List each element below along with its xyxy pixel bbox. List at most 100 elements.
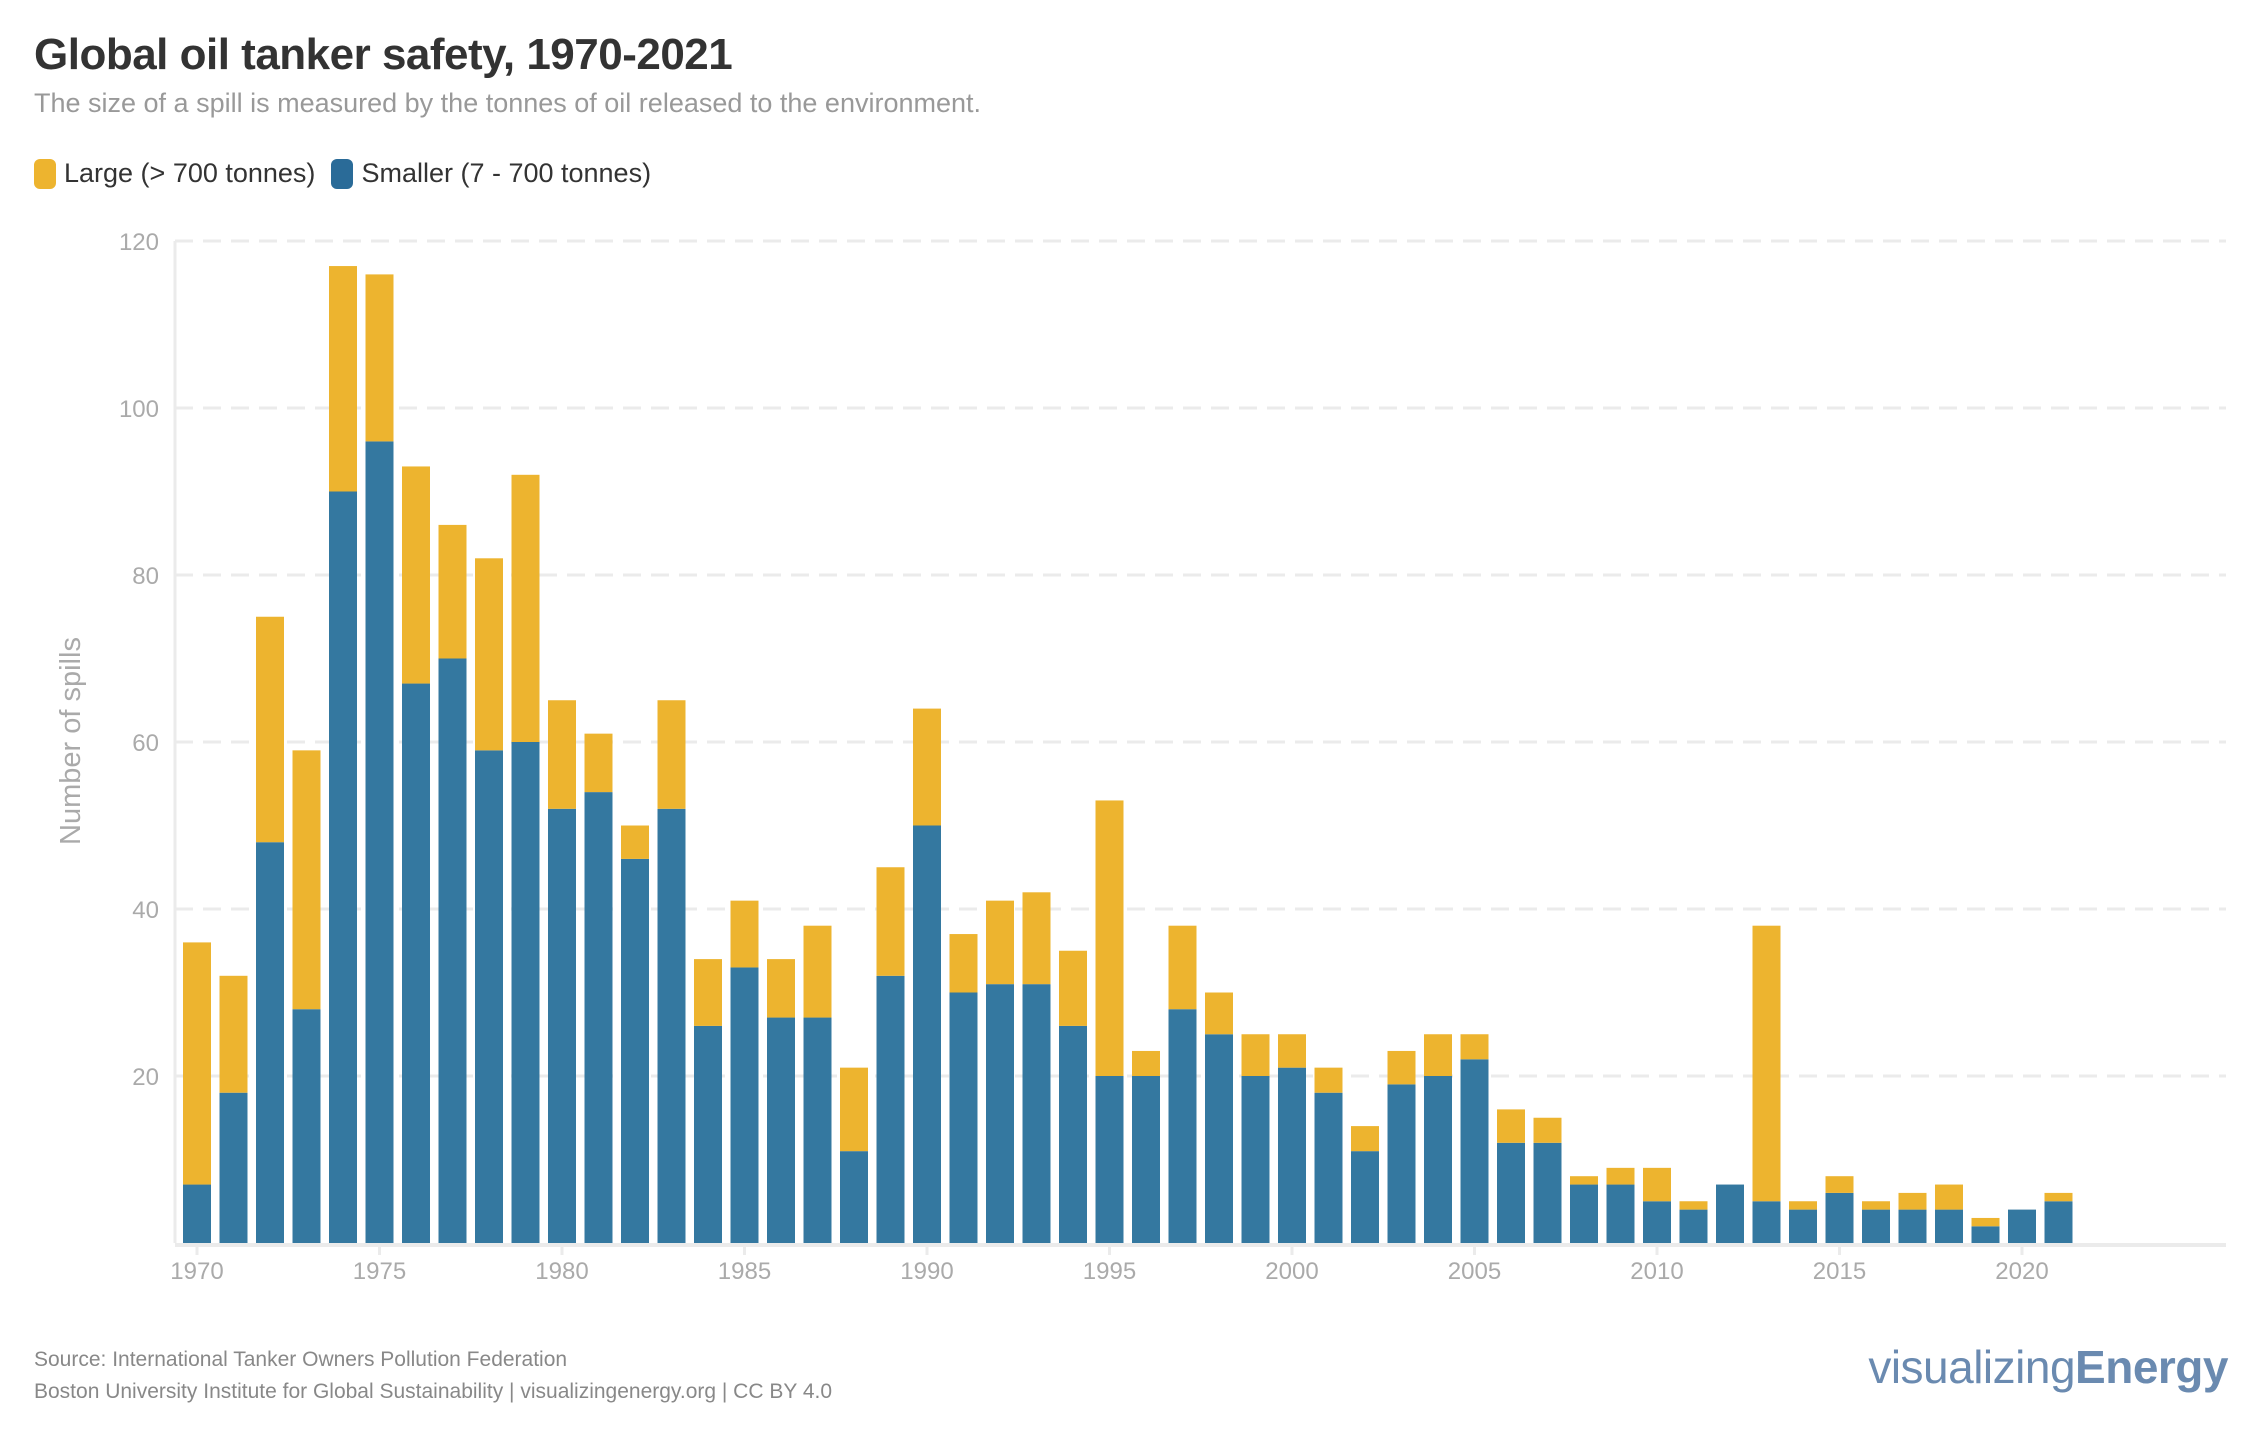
bar-large-2015 [1825,1176,1854,1193]
bar-large-1977 [438,524,467,659]
legend-label-large: Large (> 700 tonnes) [64,158,316,188]
bar-large-1985 [730,900,759,968]
bar-large-1999 [1241,1034,1270,1076]
bar-large-2000 [1278,1034,1306,1068]
bar-large-1984 [694,959,722,1026]
legend: Large (> 700 tonnes) Smaller (7 - 700 to… [34,158,667,189]
bar-large-1986 [767,959,795,1018]
bar-smaller-2005 [1460,1059,1489,1243]
bar-smaller-2021 [2044,1201,2073,1243]
bar-large-1988 [840,1067,868,1152]
bar-smaller-1982 [621,858,649,1243]
bar-large-2006 [1497,1109,1525,1143]
bar-large-1989 [876,867,905,976]
bar-large-1981 [584,733,613,793]
bar-smaller-1999 [1241,1076,1270,1243]
bar-smaller-1979 [511,742,540,1243]
bar-smaller-1975 [365,441,394,1243]
y-tick-label: 60 [132,730,159,757]
bar-smaller-1984 [694,1025,722,1243]
source-text: Source: International Tanker Owners Poll… [34,1348,568,1371]
logo-bold-text: Energy [2075,1341,2228,1393]
bar-large-2008 [1570,1176,1598,1185]
bar-smaller-2007 [1533,1142,1562,1243]
bar-smaller-2020 [2008,1209,2036,1243]
bar-large-2014 [1789,1201,1817,1210]
bar-smaller-2011 [1679,1209,1708,1243]
bar-large-1983 [657,700,686,809]
x-tick-label: 2000 [1265,1258,1318,1285]
bar-large-1994 [1059,950,1087,1026]
bar-smaller-1997 [1168,1009,1197,1243]
bar-smaller-2019 [1971,1226,2000,1243]
x-tick-label: 1990 [900,1258,953,1285]
bar-large-1995 [1095,800,1124,1076]
bar-large-2011 [1679,1201,1708,1210]
bar-smaller-1983 [657,808,686,1243]
bar-large-1973 [292,750,321,1010]
bar-smaller-2014 [1789,1209,1817,1243]
bar-smaller-2017 [1898,1209,1927,1243]
x-tick-label: 2005 [1448,1258,1501,1285]
bar-large-2005 [1460,1034,1489,1060]
y-tick-label: 100 [119,396,159,423]
bar-large-1982 [621,825,649,859]
y-tick-label: 20 [132,1064,159,1091]
legend-item-smaller[interactable]: Smaller (7 - 700 tonnes) [331,158,651,189]
bar-smaller-2010 [1643,1201,1671,1243]
bar-large-1976 [402,466,430,684]
bar-smaller-1992 [986,984,1014,1243]
bar-smaller-1998 [1205,1034,1233,1243]
x-tick-label: 1980 [535,1258,588,1285]
y-tick-label: 80 [132,563,159,590]
bar-smaller-1985 [730,967,759,1243]
legend-item-large[interactable]: Large (> 700 tonnes) [34,158,315,189]
bar-large-2021 [2044,1192,2073,1202]
visualizing-energy-logo[interactable]: visualizingEnergy [1868,1340,2228,1394]
x-tick-label: 2015 [1813,1258,1866,1285]
bar-smaller-2002 [1351,1151,1379,1243]
bars [183,266,2073,1243]
bar-large-2010 [1643,1167,1671,1202]
x-tick-label: 2010 [1630,1258,1683,1285]
bar-smaller-1976 [402,683,430,1243]
bar-large-1971 [219,975,248,1093]
bar-smaller-1971 [219,1092,248,1243]
bar-large-1993 [1022,892,1051,985]
bar-large-1974 [329,266,357,492]
bar-smaller-2013 [1752,1201,1781,1243]
bar-smaller-1978 [475,750,503,1243]
bar-smaller-2004 [1424,1076,1452,1243]
bar-smaller-1977 [438,658,467,1243]
bar-smaller-2006 [1497,1142,1525,1243]
bar-large-1990 [913,708,941,826]
bar-large-2007 [1533,1117,1562,1143]
bar-large-1975 [365,274,394,442]
bar-large-1980 [548,700,576,809]
bar-smaller-1988 [840,1151,868,1243]
bar-smaller-1995 [1095,1076,1124,1243]
bar-smaller-2009 [1606,1184,1635,1243]
bar-large-2009 [1606,1167,1635,1185]
bar-large-1987 [803,925,832,1018]
x-tick-label: 1975 [353,1258,406,1285]
bar-large-2002 [1351,1126,1379,1152]
bar-smaller-1990 [913,825,941,1243]
bar-large-2016 [1862,1201,1890,1210]
bar-large-1970 [183,942,211,1185]
chart-subtitle: The size of a spill is measured by the t… [34,88,982,118]
x-tick-label: 1995 [1083,1258,1136,1285]
x-tick-label: 1970 [170,1258,223,1285]
bar-large-2013 [1752,925,1781,1202]
legend-label-smaller: Smaller (7 - 700 tonnes) [361,158,652,188]
bar-large-2003 [1387,1050,1416,1085]
bar-smaller-1994 [1059,1025,1087,1243]
bar-smaller-1973 [292,1009,321,1243]
bar-large-1972 [256,616,284,843]
bar-large-2017 [1898,1192,1927,1210]
bar-large-2018 [1935,1184,1963,1210]
axes: 20 40 60 80 100 120 1970 1975 1980 1985 1990 1995 20… [119,229,2226,1285]
bar-large-1998 [1205,992,1233,1035]
bar-smaller-1974 [329,491,357,1243]
